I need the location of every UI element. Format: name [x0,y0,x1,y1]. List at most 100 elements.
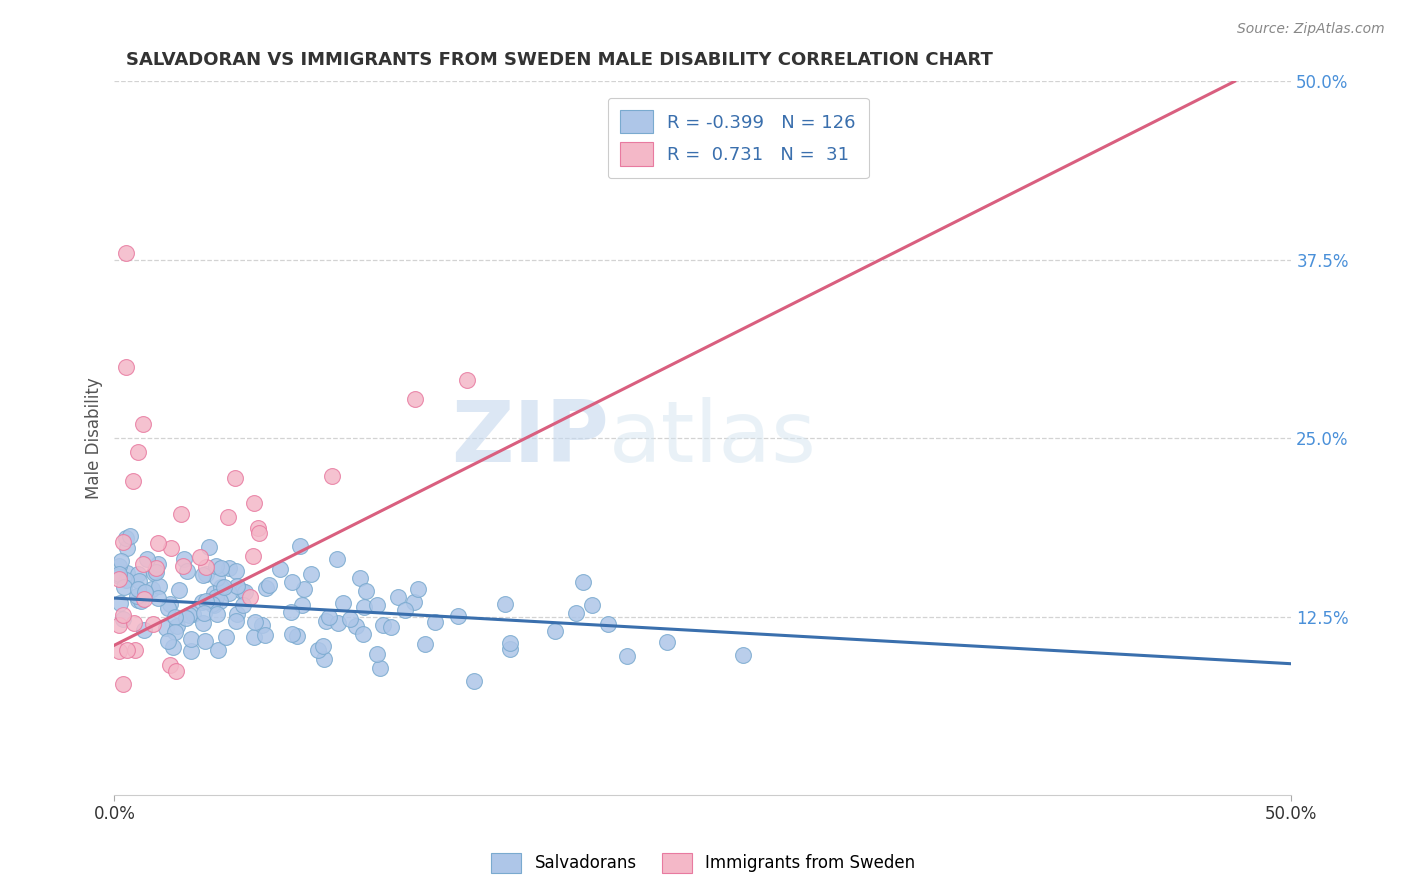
Point [292,582,315,596]
Point [114,532,136,546]
Point [195,560,218,574]
Point [299,567,322,582]
Point [249,525,271,540]
Point [188,550,211,565]
Point [311,639,333,653]
Point [733,648,755,663]
Point [176,564,198,578]
Point [581,599,603,613]
Point [128,574,150,589]
Point [598,616,620,631]
Point [125,589,148,603]
Point [288,539,311,553]
Point [131,417,153,431]
Point [112,612,135,626]
Point [108,596,131,610]
Point [225,614,247,628]
Point [111,535,134,549]
Point [214,630,236,644]
Point [191,594,214,608]
Point [225,607,247,622]
Point [108,567,131,582]
Point [498,636,520,650]
Point [115,573,138,587]
Point [243,630,266,644]
Point [247,521,270,535]
Point [127,566,149,581]
Point [142,616,165,631]
Point [205,559,228,574]
Point [269,561,291,575]
Point [285,629,308,643]
Point [344,618,367,632]
Point [159,597,181,611]
Point [368,661,391,675]
Point [172,558,194,573]
Text: SALVADORAN VS IMMIGRANTS FROM SWEDEN MALE DISABILITY CORRELATION CHART: SALVADORAN VS IMMIGRANTS FROM SWEDEN MAL… [127,51,993,69]
Point [217,510,239,524]
Point [143,566,166,580]
Point [180,632,202,646]
Point [413,637,436,651]
Point [242,549,264,563]
Point [115,566,138,580]
Point [170,507,193,521]
Point [129,593,152,607]
Point [183,607,205,621]
Point [204,590,226,604]
Point [165,664,187,678]
Point [366,647,388,661]
Point [124,642,146,657]
Point [122,615,145,630]
Point [202,598,225,612]
Point [387,591,409,605]
Point [205,571,228,585]
Point [167,583,190,598]
Point [122,474,145,488]
Point [205,607,228,622]
Point [108,644,131,658]
Point [655,635,678,649]
Point [179,608,201,623]
Point [245,615,267,630]
Point [193,606,215,620]
Point [155,621,177,635]
Point [280,574,302,589]
Point [115,642,138,657]
Point [404,595,426,609]
Point [112,581,135,595]
Point [307,643,329,657]
Point [165,609,187,624]
Point [174,611,197,625]
Point [252,618,274,632]
Point [239,590,262,604]
Point [326,615,349,630]
Point [127,593,149,607]
Point [108,572,131,586]
Point [162,640,184,654]
Point [111,608,134,623]
Point [463,673,485,688]
Point [224,471,246,485]
Point [257,578,280,592]
Point [326,552,349,566]
Point [132,592,155,607]
Point [318,610,340,624]
Point [231,584,253,599]
Point [145,565,167,579]
Point [201,598,224,612]
Point [321,469,343,483]
Point [225,578,247,592]
Point [366,598,388,612]
Point [207,643,229,657]
Point [208,594,231,608]
Point [209,561,232,575]
Point [198,540,221,554]
Point [281,627,304,641]
Point [134,623,156,637]
Point [218,561,240,575]
Point [110,554,132,568]
Point [353,599,375,614]
Point [254,628,277,642]
Point [194,634,217,648]
